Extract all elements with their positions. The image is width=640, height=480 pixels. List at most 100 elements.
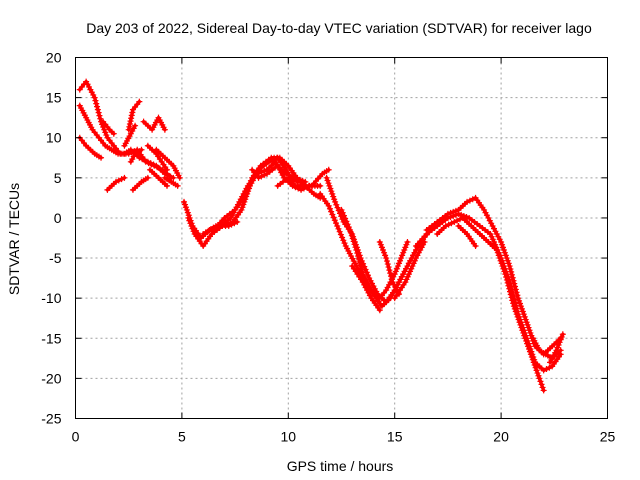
data-point (498, 260, 505, 267)
data-point (404, 273, 411, 280)
data-point (325, 180, 332, 187)
data-point (397, 257, 404, 264)
series-trace (182, 160, 322, 240)
data-point (98, 154, 105, 161)
data-point (181, 198, 188, 205)
data-point (255, 174, 262, 181)
data-point (238, 206, 245, 213)
data-point (442, 222, 449, 229)
data-point (167, 173, 174, 180)
data-point (351, 241, 358, 248)
data-point (508, 294, 515, 301)
data-point (258, 173, 265, 180)
data-point (553, 347, 560, 354)
data-point (129, 109, 136, 116)
data-point (421, 239, 428, 246)
data-point (225, 222, 232, 229)
data-point (539, 384, 546, 391)
series-trace (424, 196, 563, 357)
series-track-8 (127, 146, 145, 165)
data-point (523, 337, 530, 344)
data-point (103, 132, 110, 139)
data-point (448, 220, 455, 227)
series-track-29 (434, 214, 547, 394)
data-point (506, 288, 513, 295)
data-point (144, 174, 151, 181)
data-point (358, 268, 365, 275)
data-point (502, 271, 509, 278)
data-point (164, 166, 171, 173)
data-point (387, 273, 394, 280)
data-point (513, 311, 520, 318)
data-point (391, 271, 398, 278)
data-point (326, 182, 333, 189)
data-point (526, 327, 533, 334)
data-point (540, 367, 547, 374)
data-point (333, 201, 340, 208)
data-point (505, 260, 512, 267)
data-point (510, 277, 517, 284)
series-track-12 (146, 166, 171, 189)
y-tick-label: -5 (49, 250, 62, 266)
y-tick-label: 10 (46, 130, 62, 146)
data-point (527, 329, 534, 336)
data-point (334, 222, 341, 229)
data-point (147, 160, 154, 167)
data-point (463, 213, 470, 220)
data-point (454, 217, 461, 224)
data-point (298, 186, 305, 193)
data-point (142, 157, 149, 164)
data-point (402, 244, 409, 251)
data-point (95, 109, 102, 116)
data-point (362, 266, 369, 273)
data-point (491, 239, 498, 246)
data-point (499, 241, 506, 248)
data-point (350, 238, 357, 245)
data-point (381, 249, 388, 256)
data-point (533, 367, 540, 374)
data-point (537, 378, 544, 385)
x-tick-label: 20 (493, 429, 509, 445)
data-point (383, 258, 390, 265)
data-point (495, 252, 502, 259)
series-track-9 (129, 174, 151, 193)
data-point (176, 174, 183, 181)
series-track-18 (200, 218, 241, 237)
data-point (512, 283, 519, 290)
series-track-30 (455, 222, 479, 250)
data-point (331, 196, 338, 203)
data-point (101, 126, 108, 133)
data-point (91, 94, 98, 101)
data-point (340, 237, 347, 244)
y-tick-labels: 20 15 10 5 0 -5 -10 -15 -20 -25 (41, 50, 61, 427)
data-point (534, 370, 541, 377)
data-point (538, 381, 545, 388)
data-point (244, 186, 251, 193)
data-point (519, 308, 526, 315)
series-track-32 (547, 331, 566, 366)
data-point (517, 300, 524, 307)
x-tick-label: 25 (600, 429, 616, 445)
data-point (127, 118, 134, 125)
data-point (247, 177, 254, 184)
data-point (326, 205, 333, 212)
data-point (355, 256, 362, 263)
data-point (498, 239, 505, 246)
data-point (164, 182, 171, 189)
data-point (334, 204, 341, 211)
data-point (518, 305, 525, 312)
data-point (514, 313, 521, 320)
data-point (170, 174, 177, 181)
data-point (349, 235, 356, 242)
ticks (75, 57, 608, 419)
data-point (364, 272, 371, 279)
y-tick-label: 20 (46, 50, 62, 66)
data-point (132, 122, 139, 129)
data-point (342, 215, 349, 222)
data-point (502, 252, 509, 259)
data-point (347, 229, 354, 236)
data-point (323, 174, 330, 181)
data-point (524, 321, 531, 328)
data-point (555, 341, 562, 348)
data-point (444, 210, 451, 217)
